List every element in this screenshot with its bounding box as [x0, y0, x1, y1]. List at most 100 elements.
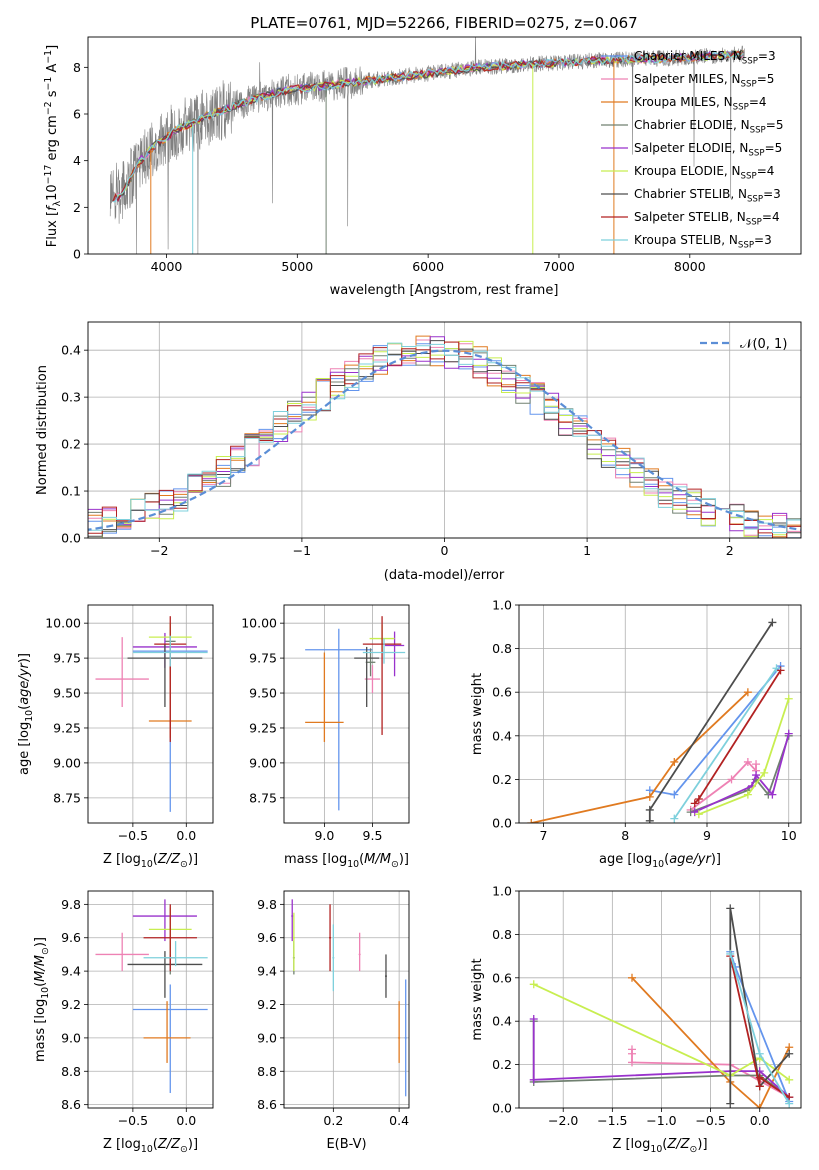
- axes-weight-vs-age: 7 8 9 10 0.0 0.2 0.4 0.6 0.8 1.0: [492, 598, 802, 843]
- y-tick-label: 9.6: [61, 930, 81, 945]
- series-marker: [768, 790, 777, 799]
- y-tick-label: 9.75: [53, 651, 81, 666]
- error-point: [143, 941, 208, 967]
- series-marker: [785, 1049, 794, 1058]
- panel-weight-vs-age: 7 8 9 10 0.0 0.2 0.4 0.6 0.8 1.0 mass weight age [l…: [470, 598, 802, 870]
- series-marker: [690, 799, 699, 808]
- y-tick-label: 0.4: [492, 728, 512, 743]
- x-tick-label: 0.0: [750, 1113, 770, 1128]
- y-tick-label: 4: [73, 153, 81, 168]
- x-tick-label: 6000: [412, 259, 444, 274]
- legend: Chabrier MILES, NSSP=3 Salpeter MILES, NS…: [601, 49, 783, 251]
- weight-series: [670, 664, 781, 823]
- legend-entry: 𝒩(0, 1): [740, 337, 787, 352]
- x-tick-label: −0.5: [695, 1113, 725, 1128]
- weight-series: [686, 757, 761, 814]
- weight-series: [645, 618, 777, 823]
- parameter-panels: −0.5 0.0 8.75 9.00 9.25 9.50 9.75 10.00 Z [log10…: [17, 598, 802, 1155]
- series-line: [694, 669, 782, 805]
- y-tick-label: 0.0: [492, 1101, 512, 1116]
- y-tick-label: 8.8: [61, 1064, 81, 1079]
- error-point: [329, 904, 332, 972]
- legend: 𝒩(0, 1): [700, 337, 787, 352]
- series-marker: [784, 729, 793, 738]
- axes-mass-vs-Z: −0.5 0.0 8.6 8.8 9.0 9.2 9.4 9.6 9.8: [61, 890, 214, 1128]
- x-axis-label: wavelength [Angstrom, rest frame]: [330, 283, 559, 298]
- series-line: [673, 667, 778, 820]
- axes-age-vs-Z: −0.5 0.0 8.75 9.00 9.25 9.50 9.75 10.00: [45, 604, 214, 843]
- y-tick-label: 0: [73, 247, 81, 262]
- x-axis-label: Z [log10(Z/Z⊙)]: [612, 1137, 707, 1155]
- error-point: [362, 616, 402, 735]
- error-point: [362, 638, 406, 664]
- axes-border: [518, 890, 802, 1109]
- y-tick-label: 9.8: [61, 897, 81, 912]
- series-marker: [785, 1099, 794, 1108]
- plot-area: [529, 904, 794, 1108]
- x-tick-label: 7000: [543, 259, 575, 274]
- series-marker: [627, 973, 636, 982]
- legend-entry: Salpeter ELODIE, NSSP=5: [634, 141, 782, 159]
- chart-title: PLATE=0761, MJD=52266, FIBERID=0275, z=0…: [250, 14, 637, 32]
- error-point: [358, 932, 361, 972]
- x-tick-label: 0.0: [176, 1113, 196, 1128]
- y-tick-label: 10.00: [45, 616, 81, 631]
- series-marker: [760, 768, 769, 777]
- weight-series: [645, 662, 785, 799]
- error-point: [95, 932, 149, 972]
- model-line: [112, 50, 744, 203]
- series-line: [690, 760, 757, 811]
- y-tick-label: 10.00: [241, 616, 277, 631]
- series-marker: [694, 810, 703, 819]
- y-tick-label: 0.8: [492, 641, 512, 656]
- axes-border: [87, 604, 214, 824]
- axes-border: [87, 36, 802, 255]
- x-axis-label: mass [log10(M/M⊙)]: [284, 852, 409, 870]
- weight-series: [690, 666, 785, 808]
- axes-frame: 0.2 0.4 8.6 8.8 9.0 9.2 9.4 9.6 9.8: [257, 890, 410, 1128]
- error-point: [384, 954, 387, 998]
- residuals-panel: −2 −1 0 1 2 0.0 0.1 0.2 0.3 0.4 𝒩(0, 1) (data-model…: [35, 321, 802, 583]
- y-tick-label: 9.4: [61, 964, 81, 979]
- series-marker: [529, 1075, 538, 1084]
- normal-curve: [88, 349, 801, 531]
- y-tick-label: 8: [73, 60, 81, 75]
- y-axis-label: mass weight: [470, 673, 485, 755]
- x-tick-label: 7: [540, 828, 548, 843]
- y-tick-label: 9.00: [53, 755, 81, 770]
- axes-frame: −0.5 0.0 8.75 9.00 9.25 9.50 9.75 10.00: [45, 604, 214, 843]
- x-tick-label: −1: [293, 543, 311, 558]
- y-tick-label: 9.00: [249, 755, 277, 770]
- series-marker: [690, 808, 699, 817]
- axes-weight-vs-Z: −2.0 −1.5 −1.0 −0.5 0.0 0.0 0.2 0.4 0.6 0.8 1.0: [492, 884, 802, 1128]
- x-tick-label: 0.2: [323, 1113, 343, 1128]
- error-point: [332, 924, 335, 992]
- x-tick-label: 8000: [674, 259, 706, 274]
- legend-entry: Salpeter STELIB, NSSP=4: [634, 210, 780, 228]
- series-marker: [726, 949, 735, 958]
- axes-frame: −2 −1 0 1 2 0.0 0.1 0.2 0.3 0.4: [61, 321, 802, 558]
- y-tick-label: 9.50: [53, 686, 81, 701]
- series-line: [729, 908, 790, 1104]
- x-tick-label: 0.4: [389, 1113, 409, 1128]
- plot-area: [305, 616, 406, 811]
- series-marker: [645, 805, 654, 814]
- y-tick-label: 0.2: [492, 1057, 512, 1072]
- x-tick-label: −0.5: [118, 1113, 148, 1128]
- series-marker: [743, 790, 752, 799]
- y-tick-label: 6: [73, 107, 81, 122]
- y-tick-label: 0.4: [61, 343, 81, 358]
- y-tick-label: 0.1: [61, 484, 81, 499]
- y-axis-label: age [log10(age/yr)]: [17, 653, 35, 775]
- series-marker: [785, 1075, 794, 1084]
- series-marker: [772, 664, 781, 673]
- y-tick-label: 0.6: [492, 685, 512, 700]
- series-marker: [645, 816, 654, 823]
- error-point: [404, 979, 407, 1097]
- x-tick-label: 5000: [281, 259, 313, 274]
- legend-entry: Chabrier ELODIE, NSSP=5: [634, 118, 783, 136]
- y-tick-label: 8.6: [61, 1097, 81, 1112]
- x-tick-label: 0.0: [176, 828, 196, 843]
- spectrum-axes: 4000 5000 6000 7000 8000 0 2 4 6 8: [73, 36, 802, 274]
- y-tick-label: 0.6: [492, 970, 512, 985]
